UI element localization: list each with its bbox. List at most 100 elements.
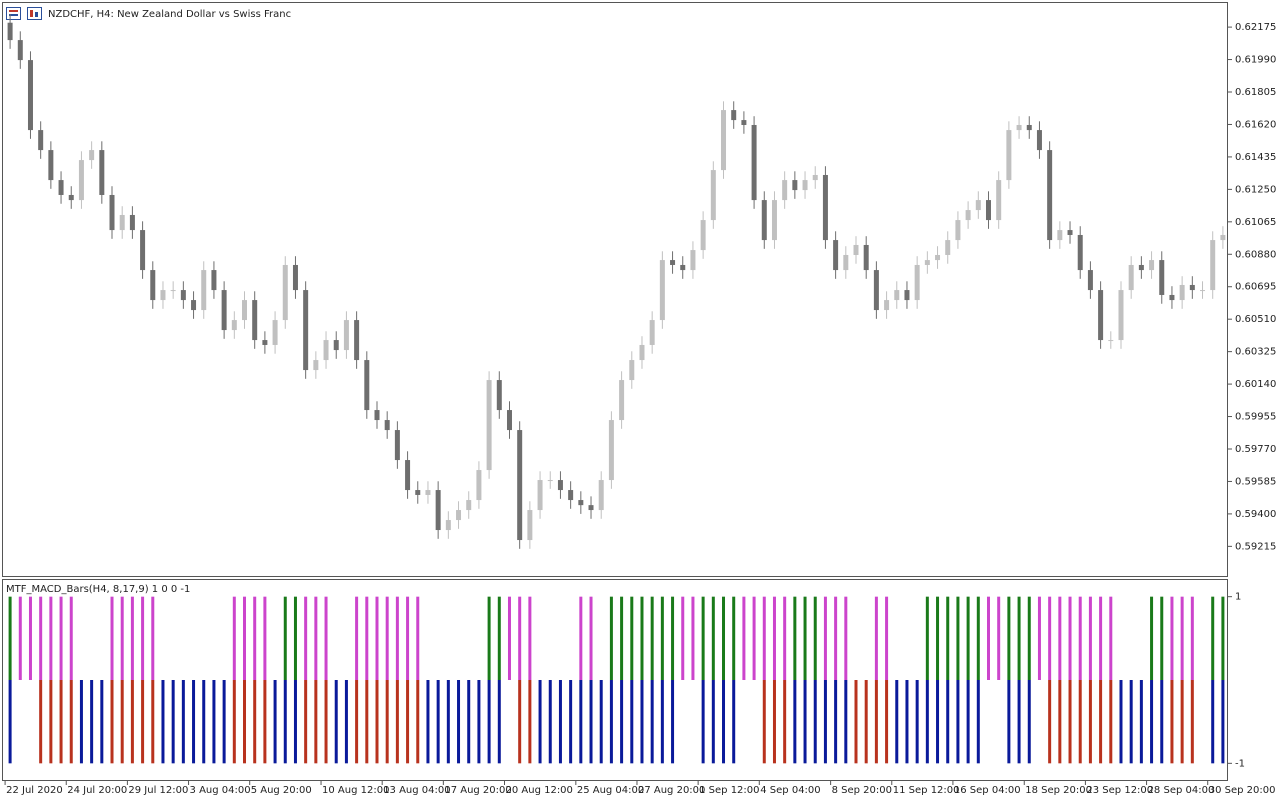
candle-body	[710, 170, 716, 221]
candle-body	[242, 300, 248, 321]
indicator-bar	[1058, 680, 1062, 764]
candle-body	[160, 290, 166, 301]
indicator-bar	[885, 596, 889, 680]
candle-body	[272, 320, 278, 345]
indicator-bar	[640, 680, 644, 764]
candle-body	[170, 290, 176, 292]
indicator-bar	[110, 596, 114, 680]
indicator-bar	[1068, 680, 1072, 764]
indicator-bar	[1170, 596, 1174, 680]
candle-body	[191, 300, 197, 311]
candle-body	[527, 510, 533, 541]
chart-title: NZDCHF, H4: New Zealand Dollar vs Swiss …	[48, 9, 291, 20]
indicator-bar	[1078, 596, 1082, 680]
candle-body	[884, 300, 890, 311]
y-tick-label: 0.62175	[1235, 22, 1276, 33]
x-tick-label: 30 Sep 20:00	[1209, 785, 1276, 796]
candle-body	[89, 150, 95, 161]
indicator-bar	[854, 680, 858, 764]
x-tick-label: 8 Sep 20:00	[832, 785, 892, 796]
indicator-bar	[1037, 596, 1041, 680]
candle-body	[619, 380, 625, 421]
indicator-bar	[762, 680, 766, 764]
indicator-bar	[671, 596, 675, 680]
candle-body	[292, 264, 298, 291]
indicator-bar	[1160, 680, 1164, 764]
y-tick-label: 0.59585	[1235, 476, 1276, 487]
indicator-bar	[487, 680, 491, 764]
candle-body	[802, 180, 808, 191]
indicator-bar	[120, 680, 124, 764]
indicator-bar	[1221, 596, 1225, 680]
y-tick-label: 0.61435	[1235, 152, 1276, 163]
candle-body	[792, 180, 798, 191]
candle-body	[1138, 264, 1144, 271]
candle-body	[700, 220, 706, 251]
x-tick-label: 29 Jul 12:00	[128, 785, 188, 796]
candle-body	[506, 410, 512, 431]
indicator-bar	[141, 680, 145, 764]
candle-body	[1128, 264, 1134, 291]
indicator-bar	[49, 680, 53, 764]
indicator-bar	[28, 596, 32, 680]
indicator-bar	[1190, 680, 1194, 764]
indicator-bar	[1211, 680, 1215, 764]
candle-body	[1077, 234, 1083, 271]
indicator-bar	[395, 596, 399, 680]
indicator-bar	[1139, 680, 1143, 764]
candle-body	[343, 320, 349, 351]
indicator-bar	[772, 680, 776, 764]
indicator-bar	[946, 596, 950, 680]
indicator-bar	[1017, 680, 1021, 764]
indicator-bar	[59, 680, 63, 764]
indicator-bar	[864, 680, 868, 764]
candle-body	[1098, 290, 1104, 341]
candle-body	[975, 200, 981, 211]
indicator-bar	[120, 596, 124, 680]
candle-body	[364, 360, 370, 411]
candle-body	[48, 150, 54, 181]
candle-body	[486, 380, 492, 471]
indicator-bar	[79, 680, 83, 764]
indicator-bar	[232, 596, 236, 680]
indicator-bar	[905, 680, 909, 764]
indicator-bar	[1211, 596, 1215, 680]
indicator-bar	[253, 680, 257, 764]
candle-body	[1159, 260, 1165, 295]
indicator-bar	[1109, 596, 1113, 680]
indicator-bar	[334, 680, 338, 764]
indicator-bar	[446, 680, 450, 764]
candle-body	[833, 240, 839, 271]
y-tick-label: 0.59215	[1235, 541, 1276, 552]
indicator-bar	[579, 596, 583, 680]
indicator-bar	[324, 680, 328, 764]
candle-body	[965, 210, 971, 221]
icon-chart	[27, 7, 42, 20]
indicator-bar	[487, 596, 491, 680]
indicator-bar	[793, 680, 797, 764]
indicator-bar	[243, 680, 247, 764]
x-tick-label: 20 Aug 12:00	[505, 785, 572, 796]
indicator-bar	[507, 596, 511, 680]
candle-body	[843, 254, 849, 271]
indicator-bar	[620, 596, 624, 680]
indicator-bar	[518, 680, 522, 764]
indicator-bar	[772, 596, 776, 680]
indicator-bar	[1160, 596, 1164, 680]
candle-body	[405, 460, 411, 491]
indicator-bar	[650, 596, 654, 680]
x-tick-label: 5 Aug 20:00	[251, 785, 312, 796]
candle-body	[211, 270, 217, 291]
indicator-bar	[355, 596, 359, 680]
toolbar-icons	[6, 7, 42, 20]
indicator-pane	[2, 579, 1228, 781]
x-tick-label: 17 Aug 20:00	[444, 785, 511, 796]
candle-body	[649, 320, 655, 345]
candle-body	[1087, 270, 1093, 291]
indicator-bar	[976, 596, 980, 680]
indicator-bar	[732, 680, 736, 764]
indicator-bar	[589, 596, 593, 680]
candle-body	[252, 300, 258, 341]
indicator-bar	[1027, 596, 1031, 680]
